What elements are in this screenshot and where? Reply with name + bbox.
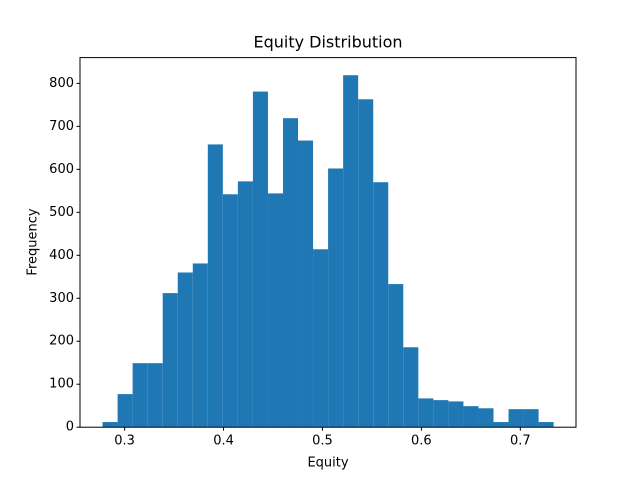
bar — [237, 181, 253, 428]
x-axis-label: Equity — [307, 456, 348, 471]
bar — [267, 193, 283, 428]
bar — [117, 394, 133, 428]
bar — [177, 272, 193, 428]
bar — [373, 182, 389, 428]
bar — [252, 91, 268, 428]
y-tick-label: 800 — [49, 76, 74, 91]
bar — [222, 194, 238, 428]
bar — [538, 422, 554, 428]
bar — [192, 263, 208, 428]
y-tick-label: 600 — [49, 162, 74, 177]
y-tick-label: 700 — [49, 119, 74, 134]
bar — [433, 400, 449, 428]
bar — [162, 293, 178, 428]
bar — [448, 401, 464, 428]
y-tick-label: 500 — [49, 205, 74, 220]
bar — [493, 422, 509, 428]
bar — [478, 408, 494, 428]
bar — [418, 398, 434, 428]
bar — [147, 363, 163, 428]
bar — [132, 363, 148, 428]
y-tick-label: 300 — [49, 291, 74, 306]
x-tick-label: 0.4 — [213, 434, 234, 449]
x-tick-label: 0.3 — [114, 434, 135, 449]
bar — [282, 118, 299, 428]
y-tick-label: 0 — [66, 420, 74, 435]
bar — [298, 140, 314, 428]
bar — [102, 422, 118, 428]
chart-title: Equity Distribution — [253, 33, 402, 52]
y-tick-label: 100 — [49, 377, 74, 392]
x-tick-label: 0.6 — [411, 434, 432, 449]
bar — [388, 284, 404, 428]
x-tick-label: 0.7 — [510, 434, 531, 449]
bar — [523, 409, 539, 428]
bar — [358, 99, 374, 428]
bar — [207, 144, 223, 428]
bar — [463, 406, 479, 428]
bar — [508, 409, 524, 428]
bar — [313, 249, 329, 428]
plot-frame — [79, 57, 577, 428]
bar — [328, 168, 344, 428]
x-tick-label: 0.5 — [312, 434, 333, 449]
y-axis-label: Frequency — [26, 208, 41, 275]
y-tick-label: 400 — [49, 248, 74, 263]
bar — [403, 347, 419, 428]
y-tick-label: 200 — [49, 334, 74, 349]
bar — [343, 75, 359, 428]
